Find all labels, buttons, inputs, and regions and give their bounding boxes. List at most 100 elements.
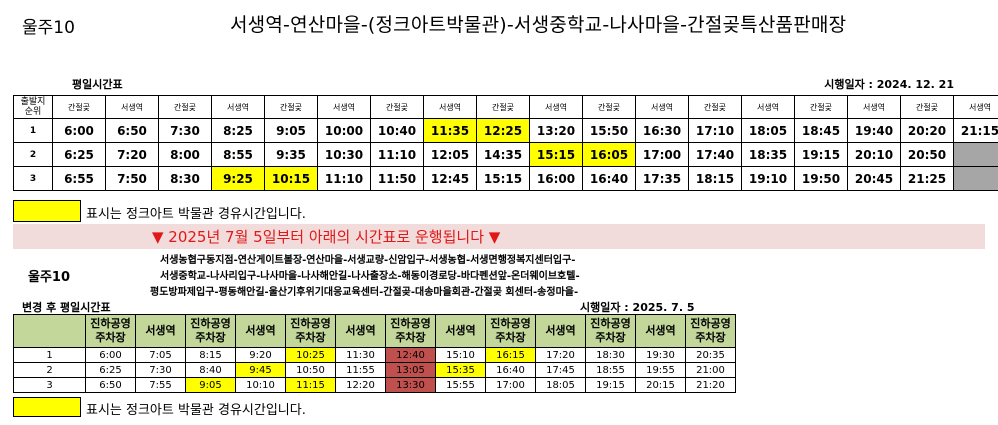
departure-time-cell: 16:05 — [582, 142, 636, 167]
departure-time-cell: 15:15 — [529, 142, 583, 167]
table-row: 2 6:25 7:20 8:00 8:55 9:35 10:30 11:10 12:05 14:3… — [13, 142, 998, 167]
departure-time-cell: 8:40 — [185, 362, 236, 378]
departure-time-cell: 19:30 — [635, 347, 686, 363]
departure-time-cell: 13:05 — [385, 362, 436, 378]
departure-time-cell: 17:10 — [688, 118, 742, 143]
departure-time-cell: 11:10 — [370, 142, 424, 167]
departure-time-cell: 11:35 — [423, 118, 477, 143]
departure-time-cell: 20:50 — [900, 142, 954, 167]
departure-time-cell: 17:00 — [635, 142, 689, 167]
column-header: 간절곶 — [264, 95, 318, 119]
column-header: 진하공영 주차장 — [85, 314, 136, 348]
weekday-timetable: 출발지 순위 간절곶 서생역 간절곶 서생역 간절곶 서생역 간절곶 서생역 간절곶 서생역 간절곶 서생… — [13, 95, 998, 191]
column-header: 서생역 — [847, 95, 901, 119]
column-header: 서생역 — [235, 314, 286, 348]
departure-time-cell: 8:25 — [211, 118, 265, 143]
departure-time-cell: 8:55 — [211, 142, 265, 167]
departure-time-cell: 10:50 — [285, 362, 336, 378]
row-number: 3 — [13, 166, 53, 191]
row-number: 1 — [13, 118, 53, 143]
departure-time-cell: 20:15 — [635, 377, 686, 393]
departure-time-cell: 21:25 — [900, 166, 954, 191]
departure-time-cell: 16:15 — [485, 347, 536, 363]
corner-header: 출발지 순위 — [13, 95, 53, 119]
departure-time-cell: 21:20 — [685, 377, 736, 393]
weekday-timetable-label: 평일시간표 — [72, 78, 123, 91]
departure-time-cell: 21:15 — [953, 118, 998, 143]
table-row: 3 6:55 7:50 8:30 9:25 10:15 11:10 11:50 12:45 15:… — [13, 166, 998, 191]
departure-time-cell: 19:40 — [847, 118, 901, 143]
row-number: 1 — [13, 347, 86, 363]
departure-time-cell: 16:40 — [485, 362, 536, 378]
departure-time-cell: 10:25 — [285, 347, 336, 363]
departure-time-cell: 19:50 — [794, 166, 848, 191]
departure-time-cell: 6:25 — [85, 362, 136, 378]
departure-time-cell: 14:35 — [476, 142, 530, 167]
column-header: 진하공영 주차장 — [285, 314, 336, 348]
departure-time-cell: 18:05 — [535, 377, 586, 393]
departure-time-cell: 20:45 — [847, 166, 901, 191]
departure-time-cell: 19:55 — [635, 362, 686, 378]
departure-time-cell: 16:00 — [529, 166, 583, 191]
departure-time-cell: 15:10 — [435, 347, 486, 363]
departure-time-cell: 11:55 — [335, 362, 386, 378]
notice-banner — [13, 224, 985, 249]
departure-time-cell: 9:25 — [211, 166, 265, 191]
departure-time-cell: 6:25 — [52, 142, 106, 167]
departure-time-cell: 10:30 — [317, 142, 371, 167]
column-header: 진하공영 주차장 — [585, 314, 636, 348]
departure-time-cell: 10:00 — [317, 118, 371, 143]
departure-time-cell: 15:15 — [476, 166, 530, 191]
departure-time-cell: 18:05 — [741, 118, 795, 143]
column-header: 서생역 — [335, 314, 386, 348]
column-header: 진하공영 주차장 — [185, 314, 236, 348]
column-header: 서생역 — [211, 95, 265, 119]
column-header: 서생역 — [953, 95, 998, 119]
departure-time-cell: 12:40 — [385, 347, 436, 363]
legend-text: 표시는 정크아트 박물관 경유시간입니다. — [86, 207, 306, 222]
departure-time-cell: 20:10 — [847, 142, 901, 167]
departure-time-cell — [953, 166, 998, 191]
departure-time-cell: 6:00 — [85, 347, 136, 363]
departure-time-cell: 9:35 — [264, 142, 318, 167]
departure-time-cell: 13:20 — [529, 118, 583, 143]
departure-time-cell: 9:45 — [235, 362, 286, 378]
departure-time-cell: 7:20 — [105, 142, 159, 167]
departure-time-cell — [953, 142, 998, 167]
effective-date: 시행일자 : 2024. 12. 21 — [824, 78, 954, 91]
column-header: 서생역 — [741, 95, 795, 119]
changed-timetable-label: 변경 후 평일시간표 — [22, 301, 111, 314]
departure-time-cell: 18:55 — [585, 362, 636, 378]
departure-time-cell: 10:10 — [235, 377, 286, 393]
departure-time-cell: 9:05 — [264, 118, 318, 143]
stops-line-2: 서생중학교-나사리입구-나사마을-나사해안길-나사출장소-해동이경로당-바다펜션… — [160, 271, 580, 282]
column-header: 간절곶 — [794, 95, 848, 119]
column-header: 서생역 — [529, 95, 583, 119]
departure-time-cell: 9:05 — [185, 377, 236, 393]
column-header: 서생역 — [317, 95, 371, 119]
column-header: 서생역 — [135, 314, 186, 348]
column-header: 간절곶 — [688, 95, 742, 119]
departure-time-cell: 10:40 — [370, 118, 424, 143]
column-header: 간절곶 — [158, 95, 212, 119]
departure-time-cell: 11:15 — [285, 377, 336, 393]
column-header: 진하공영 주차장 — [685, 314, 736, 348]
table-row: 1 6:00 7:05 8:15 9:20 10:25 11:30 12:40 15:10 16:… — [13, 347, 736, 363]
table-row: 1 6:00 6:50 7:30 8:25 9:05 10:00 10:40 11:35 12:2… — [13, 118, 998, 143]
departure-time-cell: 19:15 — [585, 377, 636, 393]
column-header: 서생역 — [635, 314, 686, 348]
departure-time-cell: 11:30 — [335, 347, 386, 363]
departure-time-cell: 6:50 — [85, 377, 136, 393]
departure-time-cell: 12:45 — [423, 166, 477, 191]
departure-time-cell: 18:30 — [585, 347, 636, 363]
column-header: 서생역 — [535, 314, 586, 348]
departure-time-cell: 21:00 — [685, 362, 736, 378]
departure-time-cell: 15:50 — [582, 118, 636, 143]
departure-time-cell: 8:00 — [158, 142, 212, 167]
departure-time-cell: 7:55 — [135, 377, 186, 393]
departure-time-cell: 7:05 — [135, 347, 186, 363]
legend-yellow-swatch — [13, 200, 81, 222]
column-header: 서생역 — [105, 95, 159, 119]
table-row: 2 6:25 7:30 8:40 9:45 10:50 11:55 13:05 15:35 16:… — [13, 362, 736, 378]
route-title: 서생역-연산마을-(정크아트박물관)-서생중학교-나사마을-간절곶특산품판매장 — [230, 14, 847, 36]
